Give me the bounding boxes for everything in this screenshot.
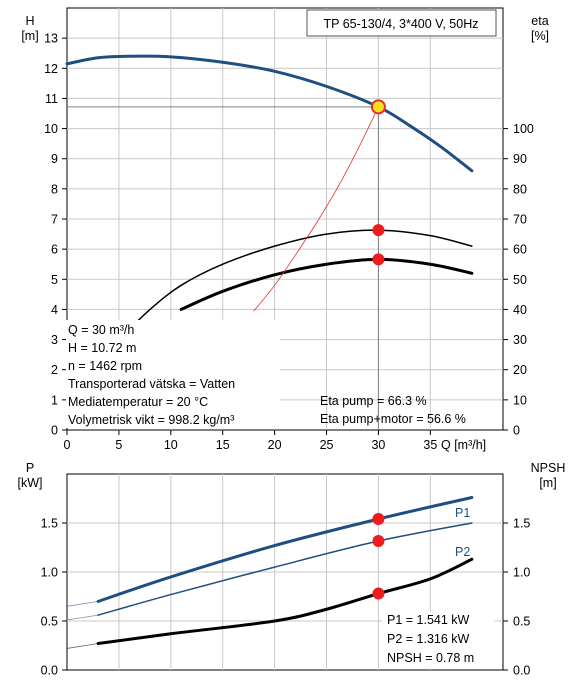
eta-pump-motor-label: Eta pump+motor = 56.6 % <box>320 412 466 426</box>
y-right-tick-label: 10 <box>513 393 527 407</box>
p-tick-label: 1.0 <box>41 566 58 580</box>
x-tick-label: 0 <box>64 438 71 452</box>
series-label-p2: P2 <box>455 545 470 559</box>
info-line: Mediatemperatur = 20 °C <box>68 395 208 409</box>
x-tick-label: 10 <box>164 438 178 452</box>
operating-point-marker <box>372 535 385 548</box>
y-right-label-line2: [%] <box>531 29 549 43</box>
x-tick-label: 15 <box>216 438 230 452</box>
y-left-tick-label: 6 <box>51 243 58 257</box>
y-left-label-line2: [m] <box>21 29 38 43</box>
y-left-tick-label: 11 <box>45 92 58 106</box>
bottom-info-panel: P1 = 1.541 kW P2 = 1.316 kW NPSH = 0.78 … <box>382 612 494 668</box>
y-left-label-line1: H <box>25 14 34 28</box>
x-tick-label: 20 <box>268 438 282 452</box>
y-left-tick-label: 9 <box>51 152 58 166</box>
operating-point-marker <box>372 587 385 600</box>
x-tick-label: 30 <box>371 438 385 452</box>
p-tick-label: 0.0 <box>41 664 58 678</box>
head-curve <box>65 54 474 173</box>
y-right-tick-label: 60 <box>513 243 527 257</box>
chart-title: TP 65-130/4, 3*400 V, 50Hz <box>324 17 479 31</box>
info-line: Transporterad vätska = Vatten <box>68 377 235 391</box>
y-left-tick-label: 8 <box>51 182 58 196</box>
info-line: n = 1462 rpm <box>68 359 142 373</box>
y-right-tick-label: 20 <box>513 363 527 377</box>
y-left-tick-label: 10 <box>44 122 58 136</box>
y-right-tick-label: 70 <box>513 213 527 227</box>
top-chart: 0 5 10 15 20 25 30 3501234567891011121301020304… <box>21 7 549 452</box>
y-right-tick-label: 0 <box>513 424 520 438</box>
x-axis-label: Q [m³/h] <box>441 438 486 452</box>
y-right-tick-label: 30 <box>513 333 527 347</box>
npsh-tick-label: 0.5 <box>513 615 530 629</box>
p-axis-label-line2: [kW] <box>18 476 43 490</box>
p2-value: P2 = 1.316 kW <box>387 632 470 646</box>
info-line: Volymetrisk vikt = 998.2 kg/m³ <box>68 413 234 427</box>
p1-value: P1 = 1.541 kW <box>387 613 470 627</box>
title-box <box>306 9 497 37</box>
p-tick-label: 1.5 <box>41 517 58 531</box>
info-panel-bg <box>66 320 280 428</box>
y-left-tick-label: 1 <box>51 393 58 407</box>
eta-point-marker <box>372 224 385 237</box>
y-left-tick-label: 0 <box>51 424 58 438</box>
eta-pump-label: Eta pump = 66.3 % <box>320 394 427 408</box>
y-left-tick-label: 4 <box>51 303 58 317</box>
x-tick-label: 25 <box>320 438 334 452</box>
y-left-tick-label: 2 <box>51 363 58 377</box>
y-left-tick-label: 12 <box>44 62 58 76</box>
info-line: Q = 30 m³/h <box>68 323 134 337</box>
top-info-panel: Q = 30 m³/h H = 10.72 m n = 1462 rpm Tra… <box>66 320 466 428</box>
system-curve <box>253 106 379 312</box>
top-series <box>65 54 474 430</box>
bottom-info-bg <box>382 612 494 668</box>
y-left-tick-label: 13 <box>44 32 58 46</box>
npsh-tick-label: 1.5 <box>513 517 530 531</box>
duty-point-marker <box>370 99 386 115</box>
y-left-tick-label: 3 <box>51 333 58 347</box>
x-tick-label: 35 <box>423 438 437 452</box>
y-right-tick-label: 90 <box>513 152 527 166</box>
operating-point-marker <box>372 512 385 525</box>
p-tick-label: 0.5 <box>41 615 58 629</box>
curve-extension <box>66 614 99 621</box>
y-right-tick-label: 80 <box>513 182 527 196</box>
eta-point-marker <box>372 253 385 266</box>
y-left-tick-label: 7 <box>51 213 58 227</box>
top-ticks: 0 5 10 15 20 25 30 3501234567891011121301020304… <box>44 32 534 452</box>
npsh-tick-label: 1.0 <box>513 566 530 580</box>
x-tick-label: 5 <box>115 438 122 452</box>
npsh-axis-label-line1: NPSH <box>531 461 566 475</box>
p1-curve <box>96 496 474 603</box>
eta-pump-curve <box>118 229 473 341</box>
p2-curve <box>97 522 473 616</box>
bottom-ticks: 0.0 0.0 0.5 0.5 1.0 1.0 1.5 1.5 <box>41 517 531 678</box>
info-line: H = 10.72 m <box>68 341 136 355</box>
bottom-chart: 0.0 0.0 0.5 0.5 1.0 1.0 1.5 1.5 P [kW] NPSH [m]… <box>18 461 566 678</box>
npsh-tick-label: 0.0 <box>513 664 530 678</box>
npsh-value: NPSH = 0.78 m <box>387 651 474 665</box>
npsh-curve <box>96 557 474 646</box>
curve-extension <box>66 601 99 607</box>
npsh-axis-label-line2: [m] <box>539 476 556 490</box>
eta-pump-motor-curve <box>179 257 474 311</box>
y-right-label-line1: eta <box>531 14 548 28</box>
y-right-tick-label: 50 <box>513 273 527 287</box>
curve-extension <box>66 643 99 649</box>
y-right-tick-label: 40 <box>513 303 527 317</box>
bottom-series <box>66 496 474 649</box>
series-label-p1: P1 <box>455 506 470 520</box>
p-axis-label-line1: P <box>26 461 34 475</box>
y-right-tick-label: 100 <box>513 122 534 136</box>
y-left-tick-label: 5 <box>51 273 58 287</box>
